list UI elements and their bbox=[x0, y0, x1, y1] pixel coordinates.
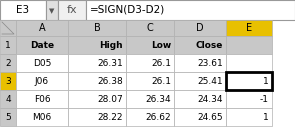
Text: Close: Close bbox=[196, 41, 223, 50]
Text: B: B bbox=[94, 23, 100, 33]
Bar bbox=[174, 108, 226, 126]
Text: 3: 3 bbox=[5, 76, 11, 86]
Text: 28.07: 28.07 bbox=[97, 95, 123, 103]
Bar bbox=[126, 108, 174, 126]
Text: 1: 1 bbox=[5, 41, 11, 50]
Bar bbox=[174, 36, 226, 54]
Text: 23.61: 23.61 bbox=[197, 58, 223, 67]
Text: 1: 1 bbox=[263, 112, 269, 122]
Bar bbox=[0, 90, 16, 108]
Text: 1: 1 bbox=[263, 76, 269, 86]
Text: 25.41: 25.41 bbox=[197, 76, 223, 86]
Bar bbox=[16, 54, 68, 72]
Text: 2: 2 bbox=[5, 58, 11, 67]
Text: High: High bbox=[99, 41, 123, 50]
Bar bbox=[68, 90, 126, 108]
Bar bbox=[126, 90, 174, 108]
Bar bbox=[174, 54, 226, 72]
Bar bbox=[174, 90, 226, 108]
Bar bbox=[68, 108, 126, 126]
Bar bbox=[0, 54, 16, 72]
Bar bbox=[126, 72, 174, 90]
Bar bbox=[16, 36, 68, 54]
Text: 26.31: 26.31 bbox=[97, 58, 123, 67]
Bar bbox=[126, 54, 174, 72]
Text: 28.22: 28.22 bbox=[98, 112, 123, 122]
Text: =SIGN(D3-D2): =SIGN(D3-D2) bbox=[90, 5, 165, 15]
Text: 4: 4 bbox=[5, 95, 11, 103]
Bar bbox=[16, 90, 68, 108]
Bar bbox=[126, 20, 174, 36]
Text: 1: 1 bbox=[263, 76, 269, 86]
Bar bbox=[86, 0, 295, 20]
Text: ▼: ▼ bbox=[49, 8, 55, 14]
Text: M06: M06 bbox=[32, 112, 52, 122]
Text: 26.34: 26.34 bbox=[145, 95, 171, 103]
Bar bbox=[126, 36, 174, 54]
Text: Date: Date bbox=[30, 41, 54, 50]
Bar bbox=[226, 54, 272, 72]
Bar bbox=[0, 36, 16, 54]
Bar bbox=[0, 0, 46, 20]
Text: 26.1: 26.1 bbox=[151, 76, 171, 86]
Text: 24.65: 24.65 bbox=[197, 112, 223, 122]
Text: 26.62: 26.62 bbox=[145, 112, 171, 122]
Text: 24.34: 24.34 bbox=[197, 95, 223, 103]
Bar bbox=[174, 20, 226, 36]
Bar bbox=[16, 72, 68, 90]
Bar bbox=[58, 0, 86, 20]
Text: A: A bbox=[39, 23, 45, 33]
Bar bbox=[68, 54, 126, 72]
Text: D: D bbox=[196, 23, 204, 33]
Bar bbox=[226, 20, 272, 36]
Bar bbox=[226, 108, 272, 126]
Text: D05: D05 bbox=[33, 58, 51, 67]
Text: E: E bbox=[246, 23, 252, 33]
Bar bbox=[0, 20, 16, 36]
Bar bbox=[226, 72, 272, 90]
Bar bbox=[46, 0, 58, 20]
Bar bbox=[68, 72, 126, 90]
Text: Low: Low bbox=[151, 41, 171, 50]
Bar bbox=[0, 72, 16, 90]
Bar bbox=[226, 36, 272, 54]
Text: F06: F06 bbox=[34, 95, 50, 103]
Bar bbox=[174, 72, 226, 90]
Bar bbox=[0, 108, 16, 126]
Bar bbox=[68, 36, 126, 54]
Text: C: C bbox=[147, 23, 153, 33]
Bar bbox=[226, 72, 272, 90]
Text: 26.1: 26.1 bbox=[151, 58, 171, 67]
Bar bbox=[16, 20, 68, 36]
Text: 26.38: 26.38 bbox=[97, 76, 123, 86]
Text: 5: 5 bbox=[5, 112, 11, 122]
Bar bbox=[226, 90, 272, 108]
Text: -1: -1 bbox=[260, 95, 269, 103]
Bar bbox=[16, 108, 68, 126]
Text: fx: fx bbox=[67, 5, 77, 15]
Text: E3: E3 bbox=[17, 5, 30, 15]
Bar bbox=[68, 20, 126, 36]
Text: J06: J06 bbox=[35, 76, 49, 86]
